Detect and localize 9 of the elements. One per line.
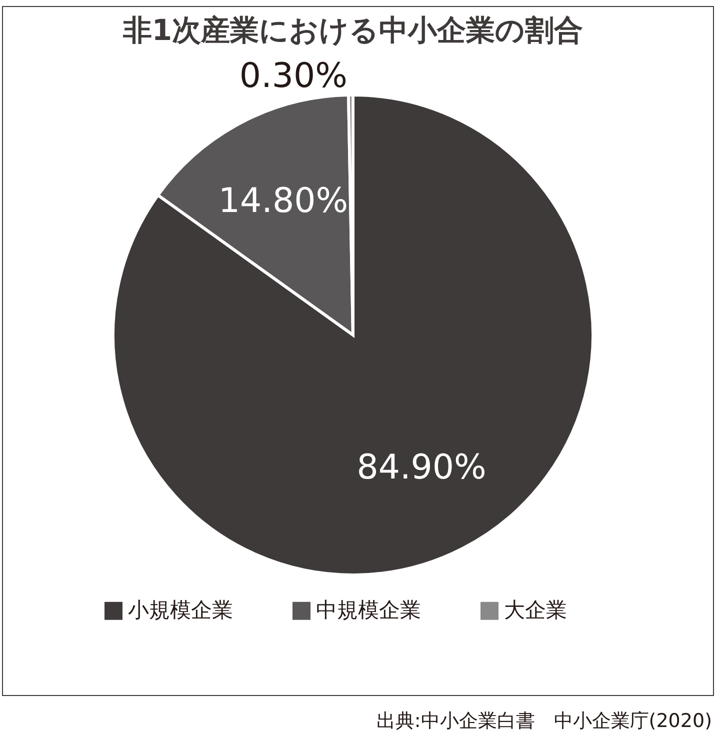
chart-title: 非1次産業における中小企業の割合 <box>122 13 584 48</box>
pie-slice <box>112 94 594 576</box>
data-label: 0.30% <box>239 56 348 96</box>
data-label: 14.80% <box>218 181 348 222</box>
legend-label: 大企業 <box>504 598 567 622</box>
source-note: 出典:中小企業白書 中小企業庁(2020) <box>375 709 712 734</box>
data-label: 84.90% <box>356 447 486 488</box>
legend-label: 中規模企業 <box>316 598 421 622</box>
legend-label: 小規模企業 <box>128 598 233 622</box>
